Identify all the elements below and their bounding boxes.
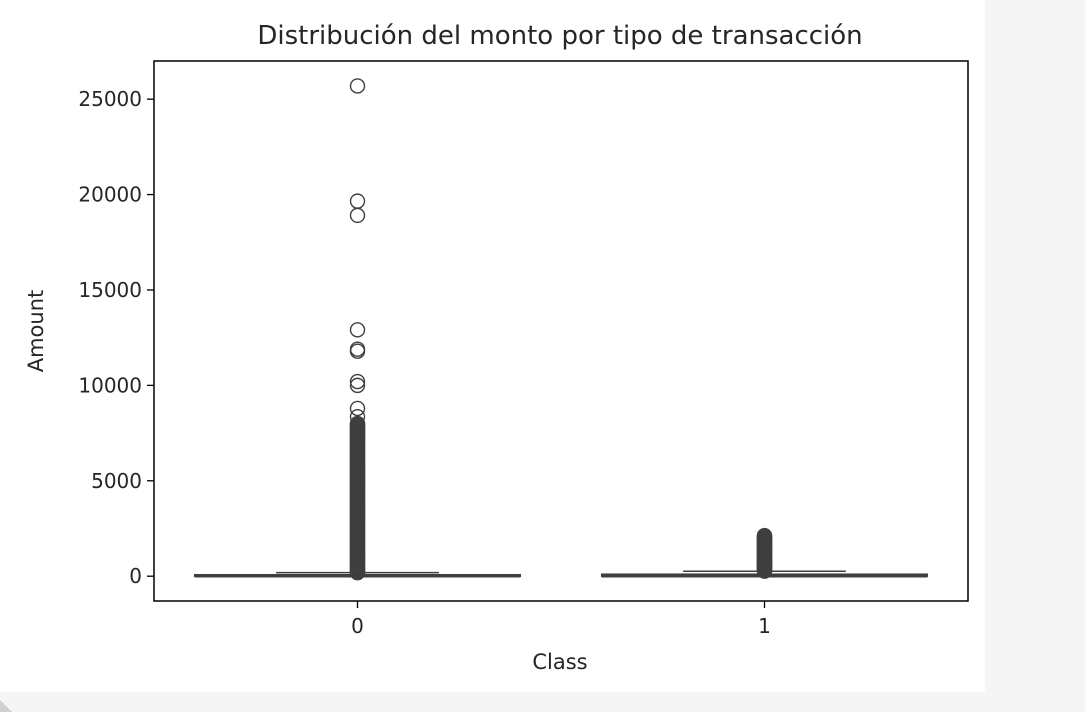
- outlier-point: [349, 207, 366, 224]
- box-group-1: [600, 527, 929, 579]
- outlier-point: [756, 528, 773, 544]
- outlier-point: [349, 322, 366, 338]
- x-tick-label: 0: [351, 614, 364, 638]
- y-tick-label: 15000: [78, 278, 142, 302]
- chart-title: Distribución del monto por tipo de trans…: [257, 21, 862, 51]
- outlier-point: [349, 193, 366, 209]
- x-axis-label: Class: [532, 650, 587, 674]
- outlier-point: [349, 400, 366, 417]
- box-group-0: [193, 78, 522, 581]
- outlier-point: [349, 343, 366, 359]
- y-tick-label: 25000: [78, 87, 142, 111]
- x-tick-label: 1: [758, 614, 771, 638]
- outlier-point: [349, 373, 366, 390]
- resize-corner[interactable]: [0, 700, 12, 712]
- plot-area: [153, 60, 969, 602]
- y-axis-label: Amount: [24, 290, 48, 373]
- outlier-point: [349, 377, 366, 394]
- y-tick-label: 5000: [91, 469, 142, 493]
- chart-figure: Distribución del monto por tipo de trans…: [24, 21, 969, 674]
- y-axis: 0 5000 10000 15000 20000 25000: [78, 87, 154, 588]
- y-tick-label: 0: [129, 564, 142, 588]
- boxes: [193, 78, 929, 581]
- boxplot-chart: Distribución del monto por tipo de trans…: [24, 21, 969, 674]
- y-tick-label: 20000: [78, 183, 142, 207]
- outlier-point: [349, 416, 366, 432]
- outlier-point: [349, 78, 366, 94]
- y-tick-label: 10000: [78, 373, 142, 397]
